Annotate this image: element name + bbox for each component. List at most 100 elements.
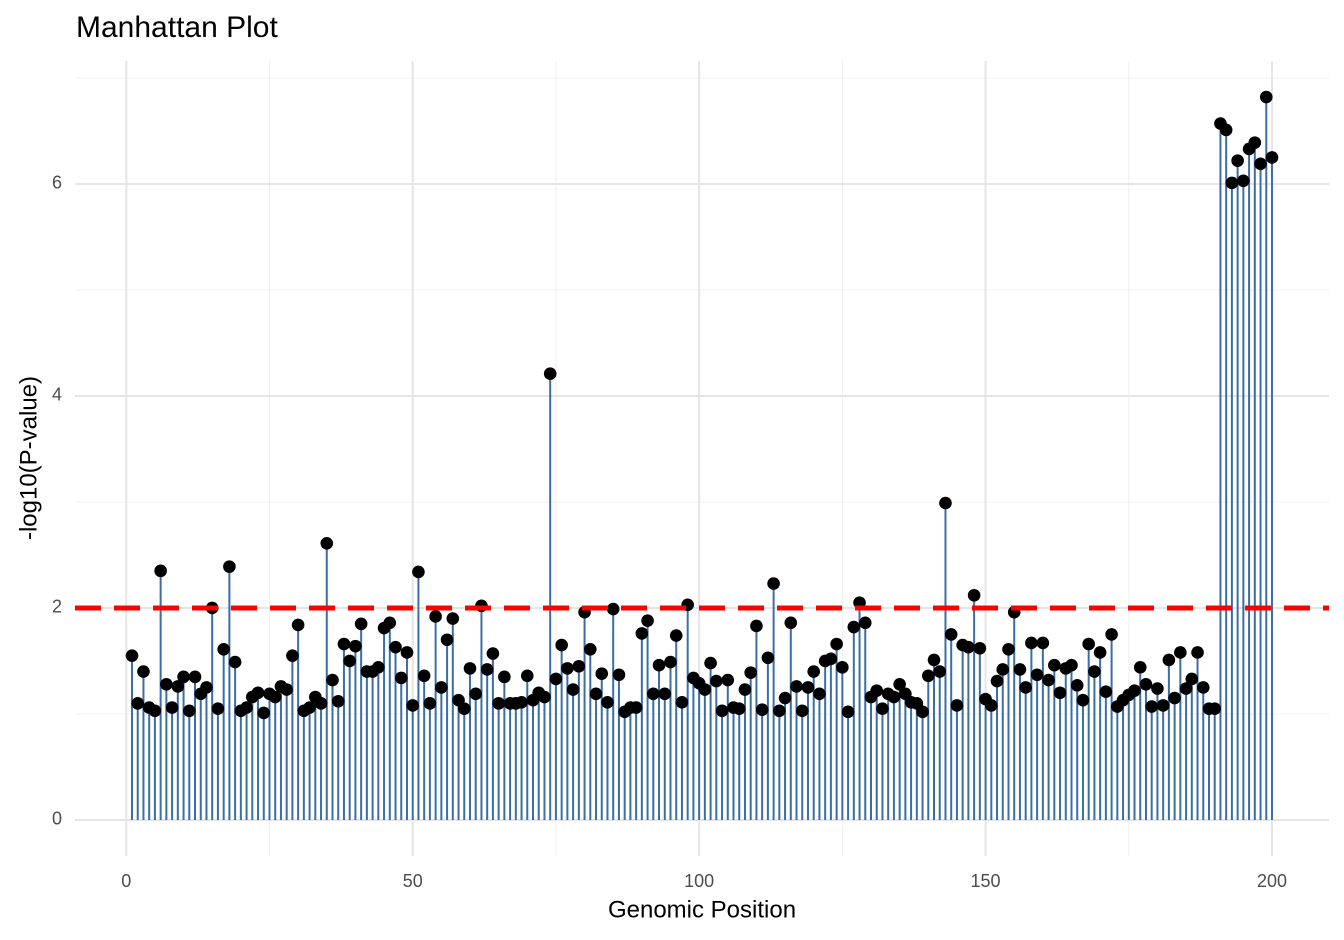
point [223, 560, 236, 573]
point [1185, 672, 1199, 686]
point [160, 677, 173, 691]
point [778, 691, 792, 705]
point [480, 663, 494, 676]
point [1053, 686, 1067, 700]
point [710, 674, 723, 688]
point [538, 690, 551, 704]
point [1076, 693, 1090, 707]
point [463, 662, 477, 675]
point [257, 706, 271, 720]
y-tick-label: 4 [52, 385, 62, 405]
point [773, 704, 786, 718]
point [807, 665, 821, 678]
point [188, 670, 202, 684]
point [423, 697, 437, 710]
point [1082, 637, 1095, 651]
point [795, 704, 809, 718]
point [606, 602, 620, 616]
point [1174, 646, 1187, 659]
point [887, 690, 901, 704]
point [457, 702, 471, 715]
point [337, 637, 351, 651]
point [1025, 636, 1038, 650]
point [1133, 661, 1147, 674]
point [784, 616, 798, 630]
point [1139, 677, 1153, 691]
point [469, 687, 483, 701]
point [417, 669, 431, 683]
point [836, 661, 849, 674]
x-axis-title: Genomic Position [608, 896, 796, 923]
point [572, 659, 586, 673]
point [870, 684, 884, 697]
point [916, 705, 929, 719]
point [211, 702, 225, 715]
point [566, 683, 580, 696]
point [125, 649, 139, 662]
point [1191, 646, 1204, 659]
y-tick-label: 6 [52, 173, 62, 193]
point [647, 687, 660, 701]
point [1093, 646, 1107, 659]
point [1030, 668, 1044, 682]
point [492, 697, 505, 710]
point [847, 620, 861, 634]
point [635, 627, 649, 640]
point [291, 618, 305, 632]
point [801, 681, 815, 694]
y-tick-label: 0 [52, 809, 62, 829]
point [933, 665, 947, 678]
point [715, 704, 729, 718]
point [755, 703, 769, 717]
point [498, 670, 511, 684]
point [515, 696, 528, 709]
point [555, 638, 568, 652]
point [669, 629, 683, 642]
point [1070, 679, 1084, 692]
point [354, 617, 368, 631]
point [962, 640, 975, 654]
point [1208, 702, 1222, 715]
x-tick-label: 200 [1257, 871, 1287, 891]
point [1065, 658, 1078, 672]
point [641, 614, 654, 627]
chart-title: Manhattan Plot [76, 11, 278, 44]
point [268, 690, 282, 704]
point [280, 683, 293, 696]
point [165, 701, 179, 714]
point [1179, 682, 1193, 695]
point [1219, 123, 1233, 137]
point [171, 680, 185, 693]
point [1237, 174, 1250, 188]
point [790, 680, 803, 693]
point [486, 647, 500, 660]
point [967, 588, 981, 602]
point [440, 633, 454, 647]
x-tick-label: 100 [684, 871, 714, 891]
point [1225, 176, 1239, 190]
x-tick-label: 150 [971, 871, 1001, 891]
point [664, 655, 677, 669]
point [520, 669, 534, 683]
point [1128, 684, 1141, 697]
x-tick-label: 0 [121, 871, 131, 891]
point [137, 665, 150, 678]
point [326, 673, 339, 687]
point [1265, 151, 1279, 164]
point [286, 649, 299, 662]
point [543, 367, 557, 381]
point [1156, 699, 1170, 712]
y-axis-title: -log10(P-value) [15, 376, 42, 540]
point [698, 683, 712, 696]
point [182, 704, 196, 718]
point [1196, 681, 1210, 694]
point [750, 619, 763, 633]
point [1259, 90, 1273, 104]
point [612, 668, 626, 682]
point [824, 652, 838, 666]
point [858, 616, 872, 630]
point [303, 701, 316, 714]
point [1254, 157, 1267, 171]
point [1042, 673, 1055, 687]
point [383, 616, 397, 630]
